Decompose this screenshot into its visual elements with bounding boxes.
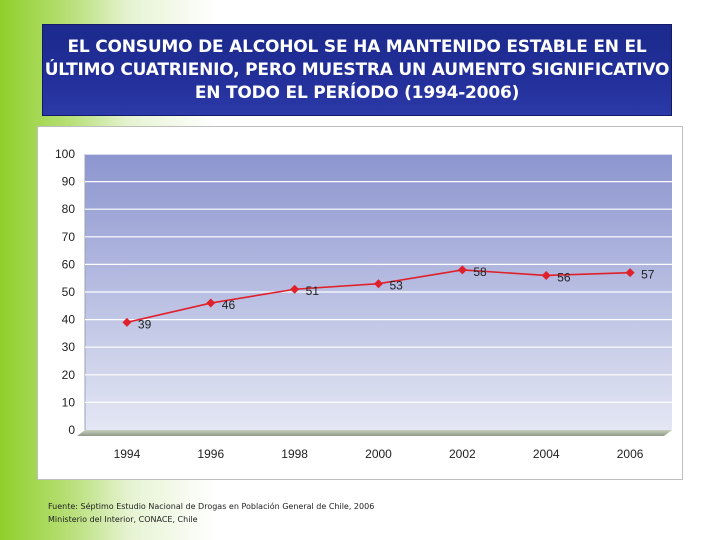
title-line-1: EL CONSUMO DE ALCOHOL SE HA MANTENIDO ES… bbox=[67, 36, 647, 57]
data-label: 56 bbox=[557, 270, 571, 284]
data-label: 51 bbox=[306, 284, 320, 298]
footnote-line-1: Fuente: Séptimo Estudio Nacional de Drog… bbox=[48, 502, 375, 511]
y-tick-label: 50 bbox=[62, 285, 76, 299]
data-point bbox=[625, 268, 635, 278]
x-tick-label: 2006 bbox=[617, 447, 644, 461]
footnote-line-2: Ministerio del Interior, CONACE, Chile bbox=[48, 515, 198, 524]
line-chart: 0 10 20 30 40 50 60 70 80 90 100 1994 1996 1998 2000 20… bbox=[55, 147, 672, 461]
data-point bbox=[541, 270, 551, 280]
data-point bbox=[206, 298, 216, 308]
y-tick-label: 0 bbox=[68, 423, 75, 437]
data-label: 39 bbox=[138, 317, 152, 331]
data-label: 57 bbox=[641, 268, 655, 282]
y-tick-label: 70 bbox=[62, 230, 76, 244]
y-tick-label: 30 bbox=[62, 340, 76, 354]
title-line-3: EN TODO EL PERÍODO (1994-2006) bbox=[194, 82, 520, 103]
x-tick-label: 2002 bbox=[449, 447, 476, 461]
y-tick-label: 60 bbox=[62, 257, 76, 271]
y-tick-label: 20 bbox=[62, 368, 76, 382]
data-label: 58 bbox=[473, 265, 487, 279]
x-tick-label: 1994 bbox=[114, 447, 141, 461]
data-point bbox=[374, 279, 383, 289]
y-tick-label: 80 bbox=[62, 202, 76, 216]
source-footnote: Fuente: Séptimo Estudio Nacional de Drog… bbox=[48, 500, 374, 526]
y-tick-label: 10 bbox=[62, 395, 76, 409]
y-tick-label: 100 bbox=[55, 147, 75, 161]
data-point bbox=[122, 317, 132, 327]
x-tick-label: 2000 bbox=[365, 447, 392, 461]
data-point bbox=[290, 284, 300, 294]
x-tick-label: 1996 bbox=[197, 447, 224, 461]
x-tick-label: 1998 bbox=[281, 447, 308, 461]
y-tick-label: 90 bbox=[62, 175, 76, 189]
data-label: 53 bbox=[390, 279, 404, 293]
data-point bbox=[457, 265, 467, 275]
plot-floor bbox=[77, 430, 672, 436]
chart-frame: 0 10 20 30 40 50 60 70 80 90 100 1994 1996 1998 2000 20… bbox=[37, 126, 683, 480]
data-label: 46 bbox=[222, 298, 236, 312]
title-banner: EL CONSUMO DE ALCOHOL SE HA MANTENIDO ES… bbox=[42, 24, 672, 116]
y-tick-label: 40 bbox=[62, 313, 76, 327]
title-line-2: ÚLTIMO CUATRIENIO, PERO MUESTRA UN AUMEN… bbox=[44, 59, 670, 80]
x-tick-label: 2004 bbox=[533, 447, 560, 461]
